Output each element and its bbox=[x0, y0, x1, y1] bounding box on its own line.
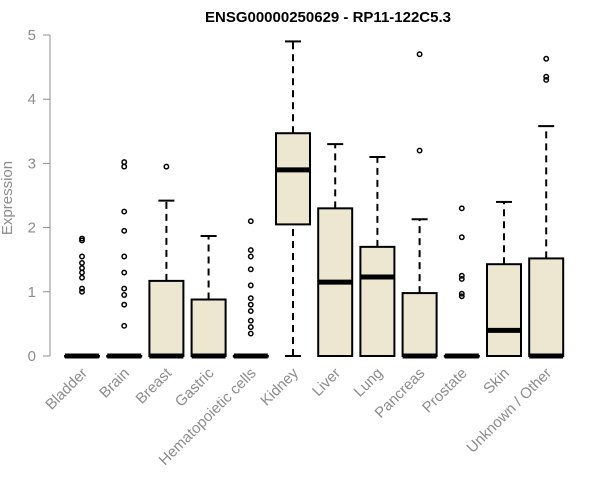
outlier-point bbox=[79, 259, 85, 266]
outlier-point bbox=[458, 276, 465, 282]
outlier-point bbox=[543, 73, 550, 80]
outlier-point bbox=[247, 247, 254, 254]
outlier-point bbox=[79, 274, 85, 281]
outlier-point bbox=[79, 288, 85, 295]
outlier-point bbox=[416, 147, 423, 154]
outlier-point bbox=[247, 330, 254, 337]
box-kidney bbox=[275, 40, 311, 357]
box-rect bbox=[359, 245, 396, 357]
outlier-point bbox=[458, 205, 465, 212]
outlier-point bbox=[121, 227, 128, 234]
y-tick-label: 4 bbox=[28, 91, 36, 108]
outlier-point bbox=[247, 282, 254, 289]
box-skin bbox=[486, 200, 522, 357]
y-tick-label: 5 bbox=[28, 27, 36, 44]
box-rect bbox=[190, 298, 227, 357]
outlier-point bbox=[79, 265, 85, 271]
x-tick-label: Skin bbox=[480, 365, 513, 398]
outlier-point bbox=[247, 317, 254, 324]
box-rect bbox=[401, 292, 438, 358]
box-prostate bbox=[443, 205, 480, 359]
box-lung bbox=[359, 155, 396, 357]
outlier-point bbox=[121, 285, 128, 292]
outlier-point bbox=[458, 272, 465, 279]
box-bladder bbox=[64, 235, 100, 359]
outlier-point bbox=[79, 285, 85, 292]
outlier-point bbox=[121, 301, 128, 308]
outlier-point bbox=[121, 322, 128, 329]
box-rect bbox=[148, 279, 185, 357]
outlier-point bbox=[121, 253, 128, 260]
outlier-point bbox=[543, 55, 550, 62]
outlier-point bbox=[79, 235, 85, 242]
outlier-point bbox=[121, 163, 128, 170]
y-tick-label: 3 bbox=[28, 155, 36, 172]
box-breast bbox=[148, 163, 185, 359]
box-unknown-other bbox=[528, 55, 565, 359]
outlier-point bbox=[247, 308, 254, 315]
box-rect bbox=[528, 257, 565, 357]
outlier-point bbox=[247, 301, 254, 308]
x-tick-label: Brain bbox=[96, 365, 133, 402]
box-hematopoietic-cells bbox=[232, 218, 269, 359]
outlier-point bbox=[458, 290, 465, 297]
y-axis-label: Expression bbox=[0, 161, 16, 235]
outlier-point bbox=[416, 51, 423, 58]
outlier-point bbox=[458, 293, 465, 300]
outlier-point bbox=[458, 234, 465, 241]
y-axis: 0 1 2 3 4 5 bbox=[28, 27, 51, 365]
outlier-point bbox=[247, 218, 254, 225]
box-liver bbox=[317, 143, 354, 357]
outlier-point bbox=[163, 163, 170, 170]
x-tick-label: Liver bbox=[309, 365, 344, 400]
outlier-point bbox=[79, 269, 85, 276]
box-rect bbox=[486, 263, 522, 357]
y-tick-label: 2 bbox=[28, 220, 36, 237]
boxes-group bbox=[64, 40, 565, 359]
box-gastric bbox=[190, 234, 227, 359]
outlier-point bbox=[121, 159, 128, 166]
y-tick-label: 1 bbox=[28, 284, 36, 301]
box-brain bbox=[106, 159, 143, 359]
chart-title: ENSG00000250629 - RP11-122C5.3 bbox=[205, 9, 451, 26]
outlier-point bbox=[543, 76, 550, 83]
box-rect bbox=[275, 132, 311, 226]
outlier-point bbox=[121, 269, 128, 276]
outlier-point bbox=[247, 324, 254, 331]
x-tick-label: Kidney bbox=[257, 364, 302, 409]
outlier-point bbox=[121, 208, 128, 215]
outlier-point bbox=[247, 253, 254, 260]
outlier-point bbox=[247, 266, 254, 273]
outlier-point bbox=[121, 292, 128, 298]
x-tick-label: Lung bbox=[351, 365, 387, 401]
x-tick-label: Bladder bbox=[42, 365, 91, 414]
x-tick-label: Breast bbox=[133, 364, 176, 407]
y-tick-label: 0 bbox=[28, 348, 36, 365]
outlier-point bbox=[247, 295, 254, 302]
box-pancreas bbox=[401, 51, 438, 359]
outlier-point bbox=[79, 253, 85, 260]
x-tick-label: Prostate bbox=[419, 365, 471, 417]
